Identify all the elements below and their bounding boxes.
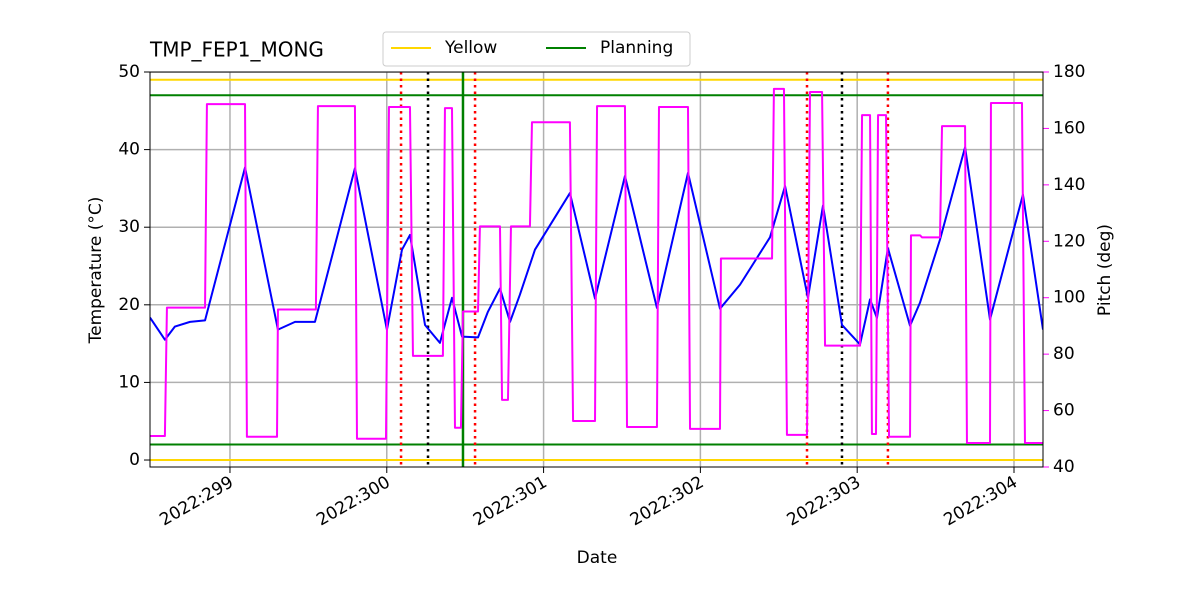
y-tick-label: 20	[118, 295, 140, 315]
x-axis-label: Date	[577, 548, 618, 568]
y2-axis-label: Pitch (deg)	[1095, 224, 1115, 316]
legend-label: Planning	[600, 38, 673, 58]
y-tick-label: 50	[118, 62, 140, 82]
y2-tick-label: 140	[1053, 175, 1085, 195]
legend-label: Yellow	[444, 38, 497, 58]
plot-frame	[149, 71, 1044, 468]
y2-tick-label: 160	[1053, 118, 1085, 138]
y2-tick-label: 40	[1053, 457, 1075, 477]
y2-tick-label: 180	[1053, 62, 1085, 82]
series-line	[150, 87, 1043, 445]
legend: Yellow Planning	[382, 31, 691, 67]
y-tick-label: 40	[118, 140, 140, 160]
y-tick-label: 0	[129, 450, 140, 470]
y-tick-label: 10	[118, 372, 140, 392]
chart-title: TMP_FEP1_MONG	[149, 38, 324, 62]
y-axis-label: Temperature (°C)	[86, 197, 106, 345]
y2-tick-label: 80	[1053, 344, 1075, 364]
legend-box	[382, 31, 691, 67]
plot-area	[150, 72, 1043, 467]
y2-tick-label: 100	[1053, 288, 1085, 308]
series-line	[150, 146, 1043, 346]
y-tick-label: 30	[118, 217, 140, 237]
y2-tick-label: 120	[1053, 231, 1085, 251]
y2-tick-label: 60	[1053, 401, 1075, 421]
